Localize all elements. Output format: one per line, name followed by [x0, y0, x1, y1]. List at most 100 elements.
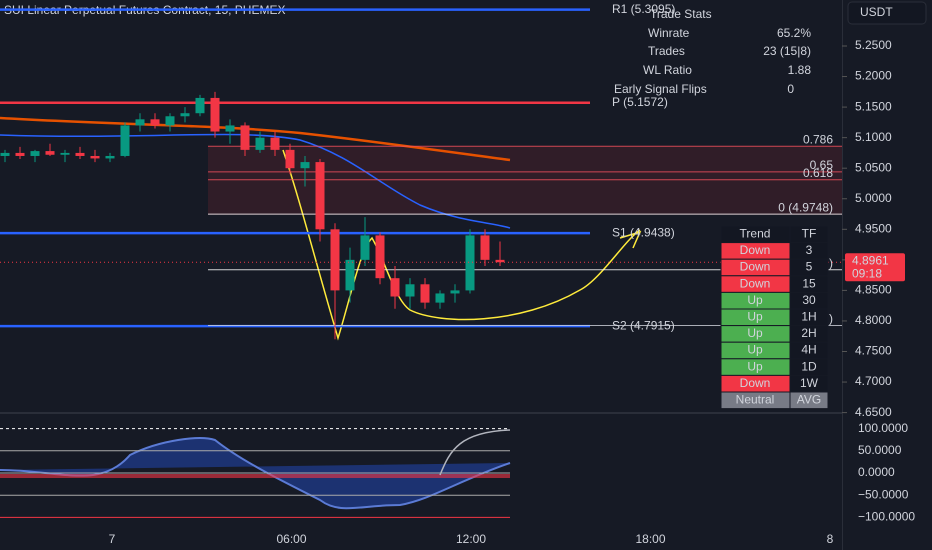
tf-text: 15: [802, 276, 816, 290]
price-label: 4.7000: [855, 374, 892, 388]
stat-label: WL Ratio: [643, 63, 692, 77]
trend-text: Up: [747, 309, 763, 323]
price-label: 5.2000: [855, 69, 892, 83]
tf-text: 1D: [801, 359, 817, 373]
candle-body: [210, 97, 220, 132]
candle-body: [480, 235, 490, 260]
pivot-label: R1 (5.3095): [612, 2, 675, 16]
stat-value: 1.88: [788, 63, 812, 77]
fib-label: 0.618: [803, 166, 833, 180]
time-label: 7: [109, 532, 116, 546]
candle-body: [60, 152, 70, 155]
candle-body: [405, 284, 415, 297]
countdown: 09:18: [852, 266, 882, 280]
price-label: 4.6500: [855, 405, 892, 419]
candle-body: [330, 229, 340, 291]
slow-ma: [0, 116, 511, 162]
price-label: 4.8500: [855, 283, 892, 297]
pattern-curve: [282, 149, 641, 341]
candle-body: [315, 162, 325, 230]
tf-cell: [789, 391, 829, 410]
candle-body: [45, 151, 55, 155]
stat-label: Winrate: [648, 26, 690, 40]
candle-body: [360, 235, 370, 260]
tf-text: 2H: [801, 326, 816, 340]
trend-text: Up: [747, 293, 763, 307]
candle-body: [135, 119, 145, 126]
candle-body: [270, 137, 280, 150]
pane-separator: [0, 412, 842, 414]
stat-value: 0: [787, 82, 794, 96]
time-label: 12:00: [456, 532, 486, 546]
candle-body: [15, 152, 25, 156]
trend-text: Down: [740, 243, 771, 257]
price-label: 5.2500: [855, 38, 892, 52]
osc-label: 100.0000: [858, 421, 908, 435]
trend-text: Up: [747, 359, 763, 373]
candle-body: [255, 137, 265, 150]
osc-label: 0.0000: [858, 465, 895, 479]
candle-body: [90, 155, 100, 159]
currency-button[interactable]: [847, 1, 927, 25]
tf-text: TF: [802, 226, 817, 240]
trend-text: Up: [747, 326, 763, 340]
tf-text: 5: [806, 260, 813, 274]
pivot-label: P (5.1572): [612, 95, 668, 109]
pattern-arrow: [619, 230, 642, 249]
price-label: 4.8000: [855, 313, 892, 327]
oscillator-line: [439, 429, 511, 476]
last-price: 4.8961: [852, 253, 889, 267]
trend-text: Trend: [740, 226, 771, 240]
candle-body: [375, 235, 385, 279]
candle-body: [180, 113, 190, 117]
candle-body: [345, 259, 355, 291]
stat-value: 65.2%: [777, 26, 811, 40]
fib-label: 0.786: [803, 132, 833, 146]
time-label: 8: [827, 532, 834, 546]
fib-zone: [208, 146, 842, 215]
stat-label: Trades: [648, 44, 685, 58]
candle-body: [120, 125, 130, 156]
trend-text: Down: [740, 276, 771, 290]
fast-ma: [0, 133, 511, 229]
candle-body: [165, 116, 175, 126]
fib-label: 0 (4.9748): [778, 200, 833, 214]
candle-body: [450, 290, 460, 294]
stat-label: Early Signal Flips: [614, 82, 707, 96]
stat-value: 23 (15|8): [763, 44, 811, 58]
candle-body: [300, 162, 310, 169]
candle-body: [435, 293, 445, 303]
oscillator-wave: [0, 437, 511, 510]
candle-body: [150, 119, 160, 126]
price-label: 4.7500: [855, 344, 892, 358]
time-label: 06:00: [276, 532, 306, 546]
pivot-label: S1 (4.9438): [612, 225, 675, 239]
candle-body: [465, 235, 475, 291]
candle-body: [390, 278, 400, 297]
time-label: 18:00: [635, 532, 665, 546]
tf-text: 1H: [801, 309, 816, 323]
candle-body: [420, 284, 430, 303]
tf-text: 1W: [800, 376, 819, 390]
candle-body: [240, 125, 250, 150]
candle-body: [0, 152, 10, 156]
candle-body: [495, 259, 505, 263]
fib-label: 0.65: [810, 158, 834, 172]
trend-text: Down: [740, 376, 771, 390]
tf-text: 3: [806, 243, 813, 257]
candle-body: [105, 155, 115, 159]
price-label: 4.9500: [855, 221, 892, 235]
last-price-tag: [845, 253, 905, 282]
price-label: 5.0000: [855, 191, 892, 205]
osc-label: −50.0000: [858, 487, 909, 501]
trend-text: Down: [740, 260, 771, 274]
tf-text: 30: [802, 293, 816, 307]
candle-body: [195, 97, 205, 114]
candle-body: [225, 125, 235, 132]
price-label: 5.1500: [855, 99, 892, 113]
stats-title: Trade Stats: [650, 7, 712, 21]
candle-body: [75, 152, 85, 156]
tf-text: 4H: [801, 343, 816, 357]
candle-body: [285, 149, 295, 169]
